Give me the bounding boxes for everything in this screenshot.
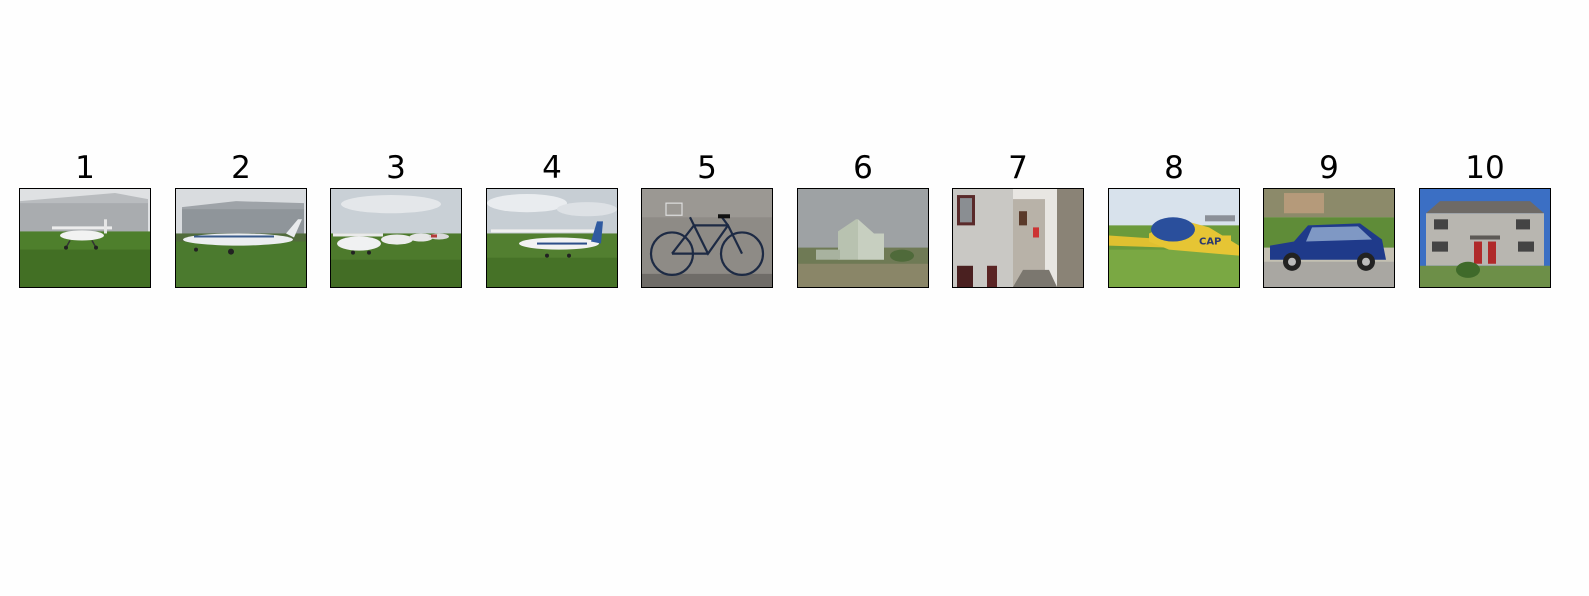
panel-9: 9 — [1263, 150, 1395, 288]
high-wing-plane-photo — [487, 189, 617, 287]
panel-label: 1 — [75, 150, 95, 186]
svg-text:CAP: CAP — [1199, 237, 1221, 248]
airplanes-row-photo — [331, 189, 461, 287]
panel-label: 8 — [1164, 150, 1184, 186]
panel-label: 3 — [386, 150, 406, 186]
panel-label: 4 — [542, 150, 562, 186]
panel-5: 5 — [641, 150, 773, 288]
thumbnail-image — [1263, 188, 1395, 288]
thumbnail-image — [486, 188, 618, 288]
blue-car-photo — [1264, 189, 1394, 287]
thumbnail-image — [175, 188, 307, 288]
panel-label: 7 — [1008, 150, 1028, 186]
panel-label: 5 — [697, 150, 717, 186]
thumbnail-image — [330, 188, 462, 288]
cap-airplane-photo: CAP — [1109, 189, 1239, 287]
twin-engine-plane-photo — [176, 189, 306, 287]
thumbnail-image — [797, 188, 929, 288]
panel-label: 9 — [1319, 150, 1339, 186]
thumbnail-image — [19, 188, 151, 288]
panel-label: 6 — [853, 150, 873, 186]
panel-8: 8 CAP — [1108, 150, 1240, 288]
thumbnail-image: CAP — [1108, 188, 1240, 288]
semi-detached-house-photo — [1420, 189, 1550, 287]
panel-1: 1 — [19, 150, 151, 288]
narrow-street-photo — [953, 189, 1083, 287]
house-on-dune-photo — [798, 189, 928, 287]
panel-10: 10 — [1419, 150, 1551, 288]
thumbnail-image — [952, 188, 1084, 288]
thumbnail-image — [641, 188, 773, 288]
panel-label: 10 — [1465, 150, 1505, 186]
panel-3: 3 — [330, 150, 462, 288]
panel-7: 7 — [952, 150, 1084, 288]
panel-4: 4 — [486, 150, 618, 288]
airplane-hangar-photo — [20, 189, 150, 287]
panel-6: 6 — [797, 150, 929, 288]
bicycle-photo — [642, 189, 772, 287]
thumbnail-image — [1419, 188, 1551, 288]
panel-2: 2 — [175, 150, 307, 288]
panel-label: 2 — [231, 150, 251, 186]
